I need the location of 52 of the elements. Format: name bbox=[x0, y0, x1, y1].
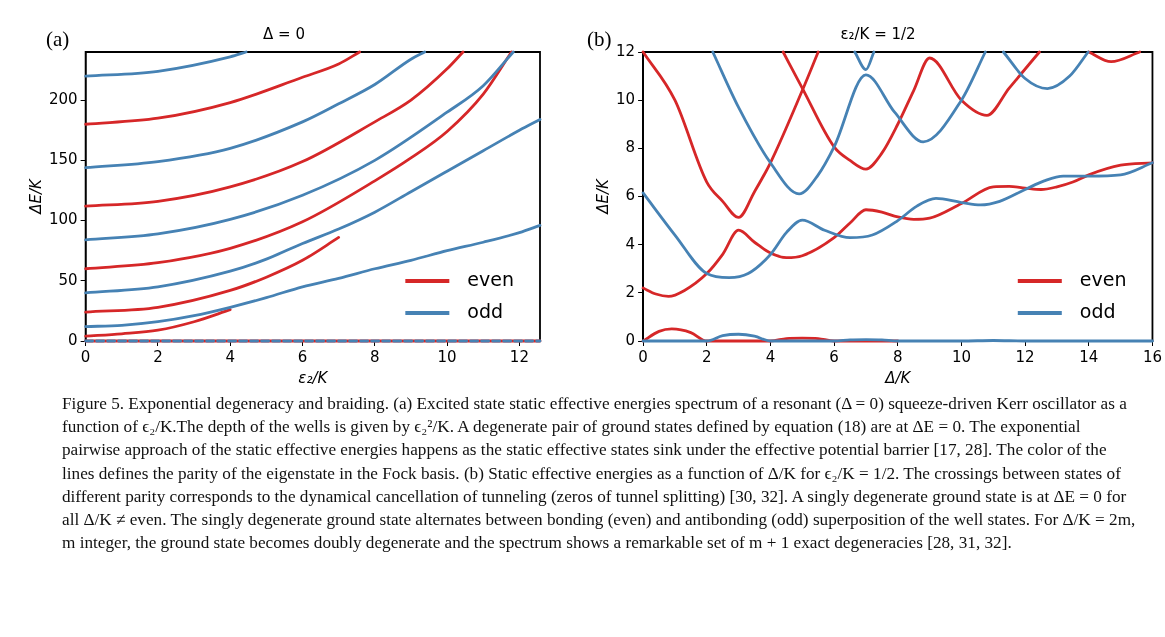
line-series bbox=[1002, 50, 1090, 91]
line-series bbox=[84, 308, 232, 338]
text: (b) bbox=[587, 27, 612, 52]
line-series bbox=[84, 50, 362, 126]
line-series bbox=[711, 50, 987, 196]
y-tick-label: 0 bbox=[625, 330, 636, 349]
x-axis-title: ε₂/K bbox=[298, 368, 329, 387]
legend-label: even bbox=[1079, 267, 1127, 290]
line-series bbox=[84, 50, 465, 208]
x-tick-label: 6 bbox=[829, 347, 839, 366]
line-series bbox=[84, 50, 248, 78]
x-tick-label: 6 bbox=[297, 347, 308, 366]
text: (a) bbox=[46, 27, 70, 52]
y-axis-title: ΔE/K bbox=[593, 178, 612, 215]
legend-label: even bbox=[467, 267, 515, 290]
x-tick-label: 16 bbox=[1142, 347, 1162, 366]
y-tick-label: 200 bbox=[48, 90, 78, 109]
x-tick-label: 12 bbox=[509, 347, 529, 366]
line-series bbox=[84, 224, 542, 328]
y-tick-label: 2 bbox=[625, 282, 636, 301]
x-tick-label: 2 bbox=[153, 347, 163, 366]
x-tick-label: 0 bbox=[638, 347, 648, 366]
x-tick-label: 4 bbox=[765, 347, 776, 366]
x-tick-label: 14 bbox=[1079, 347, 1099, 366]
line-series bbox=[84, 236, 341, 314]
y-tick-label: 12 bbox=[615, 41, 636, 60]
y-tick-label: 10 bbox=[615, 90, 636, 109]
line-series bbox=[84, 118, 542, 295]
x-tick-label: 8 bbox=[893, 347, 903, 366]
line-series bbox=[641, 332, 1154, 343]
chart-title: ε₂/K = 1/2 bbox=[840, 24, 916, 43]
y-tick-label: 100 bbox=[48, 210, 78, 229]
x-axis-title: Δ/K bbox=[884, 368, 912, 387]
x-tick-label: 12 bbox=[1015, 347, 1035, 366]
legend-label: odd bbox=[1079, 299, 1116, 322]
caption: Figure 5. Exponential degeneracy and braiding. (a) Excited state static effective energies spectrum of a resonant (Δ = 0) squeeze-driven Kerr oscillator as a function of ϵ₂/K.The depth of the wells is given by ϵ₂²/K. A degenerate pair of ground states defined by equation (18) are at ΔE = 0. The exponential pairwise approach of the static effective energies happens as the static effective states sink under the effective potential barrier [17, 28]. The color of the lines defines the parity of the eigenstate in the Fock basis. (b) Static effective energies as a function of Δ/K for ϵ₂/K = 1/2. The crossings between states of different parity corresponds to the dynamical cancellation of tunneling (zeros of tunnel splitting) [30, 32]. A singly degenerate ground state is at ΔE = 0 for all Δ/K ≠ even. The singly degenerate ground state alternates between bonding (even) and antibonding (odd) superposition of the well states. For Δ/K = 2m, m integer, the ground state becomes doubly degenerate and the spectrum shows a remarkable set of m + 1 exact degeneracies [28, 31, 32]. bbox=[62, 393, 1137, 555]
x-tick-label: 4 bbox=[225, 347, 235, 366]
x-tick-label: 2 bbox=[701, 347, 712, 366]
y-tick-label: 8 bbox=[625, 138, 636, 157]
x-tick-label: 10 bbox=[437, 347, 457, 366]
y-tick-label: 0 bbox=[68, 330, 78, 349]
y-axis-title: ΔE/K bbox=[26, 178, 45, 215]
y-tick-label: 150 bbox=[48, 150, 78, 169]
legend-label: odd bbox=[467, 299, 504, 322]
x-tick-label: 10 bbox=[951, 347, 971, 366]
line-series bbox=[84, 50, 427, 169]
y-tick-label: 50 bbox=[58, 270, 78, 289]
x-tick-label: 8 bbox=[370, 347, 380, 366]
chart-title: Δ = 0 bbox=[263, 24, 305, 43]
y-tick-label: 4 bbox=[625, 234, 636, 253]
x-tick-label: 0 bbox=[80, 347, 91, 366]
y-tick-label: 6 bbox=[625, 186, 636, 205]
